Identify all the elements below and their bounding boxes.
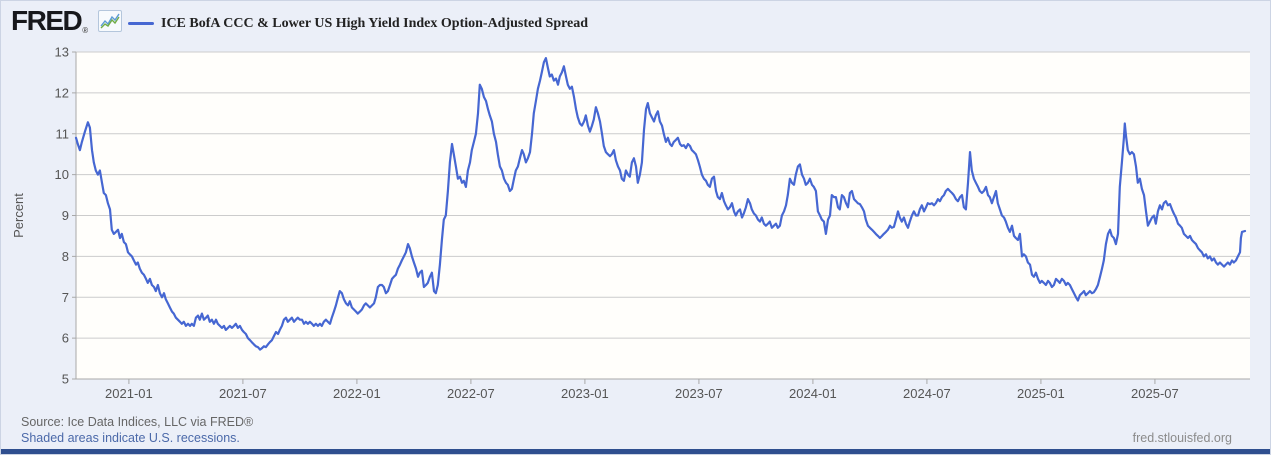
bottom-bar	[1, 449, 1270, 454]
fred-logo-text: FRED	[11, 5, 83, 36]
y-tick-label: 6	[62, 331, 69, 346]
x-tick-label: 2023-01	[561, 386, 609, 401]
y-tick-label: 5	[62, 372, 69, 387]
y-tick-label: 7	[62, 290, 69, 305]
x-tick-label: 2025-01	[1017, 386, 1065, 401]
x-tick-label: 2022-01	[333, 386, 381, 401]
x-tick-label: 2025-07	[1131, 386, 1179, 401]
fred-logo[interactable]: FRED®	[11, 5, 89, 37]
y-tick-label: 13	[55, 45, 69, 60]
y-axis-title: Percent	[11, 193, 26, 238]
x-tick-label: 2024-07	[903, 386, 951, 401]
x-tick-label: 2021-01	[105, 386, 153, 401]
y-tick-label: 12	[55, 85, 69, 100]
y-tick-label: 8	[62, 249, 69, 264]
line-chart-plot[interactable]: 5 6 7 8 9 10 11 12 13 2021-01 2021-07 2022-01 2022-0…	[1, 1, 1271, 411]
source-text: Source: Ice Data Indices, LLC via FRED®	[21, 415, 254, 429]
y-tick-label: 11	[56, 126, 70, 141]
x-tick-label: 2024-01	[789, 386, 837, 401]
registered-mark: ®	[82, 26, 89, 35]
data-series-line[interactable]	[74, 56, 1247, 351]
chart-title: ICE BofA CCC & Lower US High Yield Index…	[161, 16, 589, 31]
y-tick-label: 9	[62, 208, 69, 223]
y-tick-label: 10	[55, 167, 69, 182]
recessions-link[interactable]: Shaded areas indicate U.S. recessions.	[21, 431, 240, 445]
x-tick-label: 2022-07	[447, 386, 495, 401]
x-tick-label: 2021-07	[219, 386, 267, 401]
legend-line-swatch	[128, 22, 154, 25]
x-tick-label: 2023-07	[675, 386, 723, 401]
fred-watermark-link[interactable]: fred.stlouisfed.org	[1132, 431, 1232, 445]
fred-sparkline-icon	[98, 10, 122, 32]
